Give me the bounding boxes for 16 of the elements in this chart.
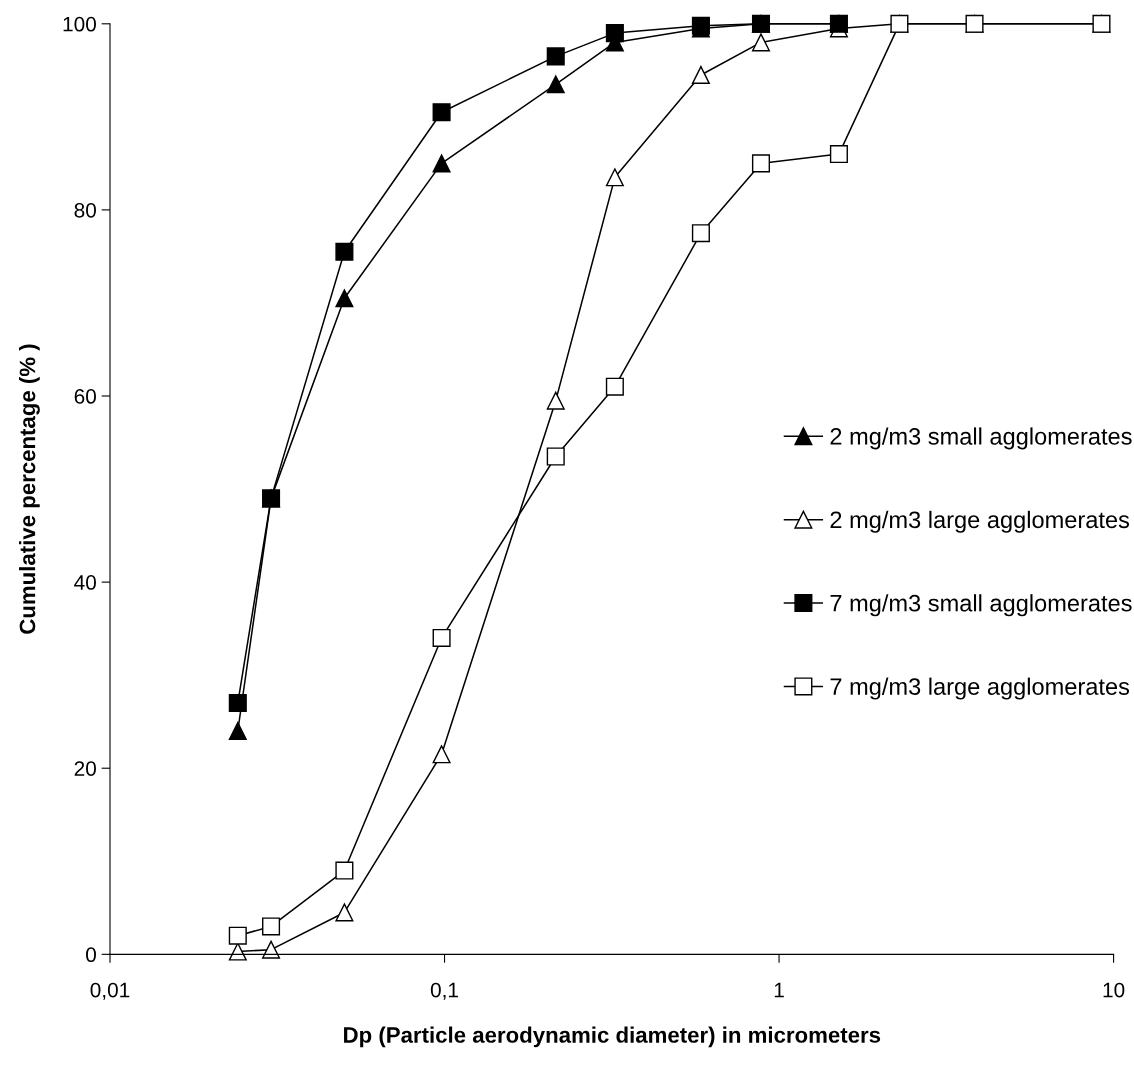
x-tick-label: 0,1	[430, 982, 458, 1000]
y-tick-label: 100	[63, 16, 96, 32]
x-tick-label: 10	[1103, 982, 1125, 998]
y-tick-label: 80	[74, 202, 96, 218]
y-tick-label: 20	[74, 761, 96, 776]
legend-label: 7 mg/m3 large agglomerates	[830, 677, 1130, 700]
x-axis-title: Dp (Particle aerodynamic diameter) in micrometers	[344, 1026, 881, 1048]
y-tick-label: 0	[86, 947, 96, 963]
y-tick-label: 60	[74, 389, 96, 404]
legend-label: 2 mg/m3 small agglomerates	[830, 427, 1132, 450]
y-tick-label: 40	[74, 575, 96, 590]
x-tick-label: 0,01	[90, 982, 130, 1000]
y-axis-title: Cumulative percentage (% )	[19, 344, 40, 634]
legend-label: 2 mg/m3 large agglomerates	[830, 510, 1130, 533]
legend-label: 7 mg/m3 small agglomerates	[830, 594, 1132, 617]
x-tick-label: 1	[774, 982, 784, 998]
